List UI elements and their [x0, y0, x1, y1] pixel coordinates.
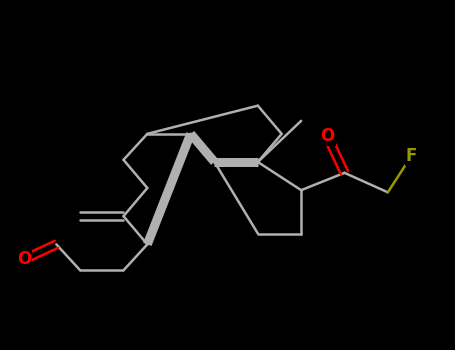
Text: O: O — [17, 251, 31, 268]
Text: F: F — [406, 147, 417, 164]
Text: O: O — [320, 127, 334, 145]
